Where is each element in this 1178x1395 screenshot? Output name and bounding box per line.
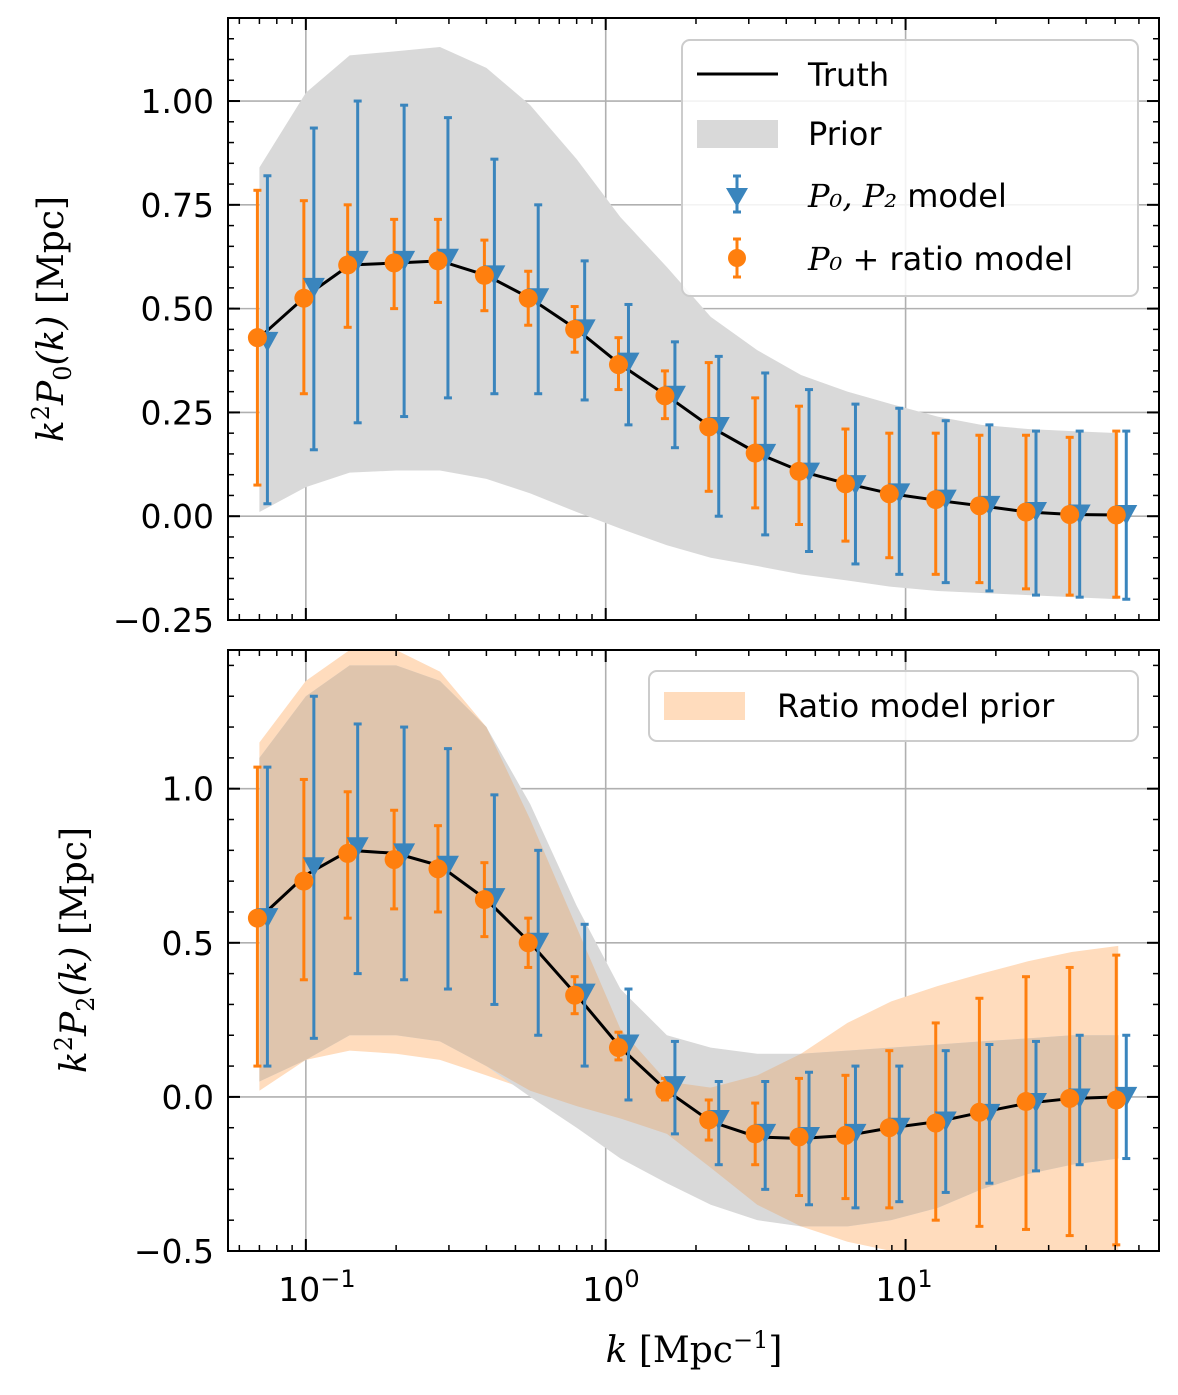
bottom-ratio-point (474, 890, 494, 910)
legend-truth-label: Truth (807, 56, 889, 94)
bottom-overlap-band (259, 665, 1119, 1227)
bottom-ytick-label: −0.5 (134, 1232, 214, 1271)
top-ytick-label: −0.25 (113, 601, 214, 640)
top-legend: Truth Prior P₀, P₂ model P₀ + ratio mode… (681, 39, 1139, 297)
legend-ratio-prior-label: Ratio model prior (777, 687, 1055, 725)
top-markers (247, 248, 1138, 525)
legend-prior-label: Prior (808, 115, 882, 153)
top-ytick-label: 1.00 (141, 82, 214, 121)
top-ratio-point (294, 288, 314, 308)
top-ratio-point (879, 484, 899, 504)
legend-ratio-label: P₀ + ratio model (807, 240, 1073, 278)
bottom-ratio-point (1016, 1092, 1036, 1112)
bottom-ratio-point (926, 1113, 946, 1133)
top-ratio-point (608, 355, 628, 375)
bottom-ratio-point (608, 1038, 628, 1058)
bottom-ratio-point (1060, 1088, 1080, 1108)
top-ratio-point (428, 251, 448, 271)
bottom-ratio-point (338, 843, 358, 863)
bottom-ratio-point (745, 1124, 765, 1144)
bottom-ytick-label: 1.0 (162, 770, 214, 809)
bottom-ticks (228, 650, 1160, 1252)
bottom-p0p2-point (663, 1076, 686, 1097)
top-ytick-label: 0.75 (141, 186, 214, 225)
bottom-ratio-point (294, 871, 314, 891)
top-ytick-label: 0.25 (141, 393, 214, 432)
bottom-markers (247, 837, 1138, 1147)
bottom-bands (259, 650, 1119, 1251)
legend-ratio-swatch (728, 237, 746, 279)
bottom-ratio-point (518, 933, 538, 953)
top-ratio-point (474, 265, 494, 285)
bottom-ratio-point (565, 985, 585, 1005)
xlabel: k [Mpc−1] (606, 1326, 783, 1371)
top-ratio-point (969, 496, 989, 516)
top-ratio-point (835, 474, 855, 494)
top-ratio-point (565, 319, 585, 339)
bottom-ratio-point (1106, 1090, 1126, 1110)
top-ratio-point (789, 461, 809, 481)
top-ratio-point (699, 417, 719, 437)
top-ratio-point (1016, 502, 1036, 522)
bottom-ytick-label: 0.5 (162, 924, 214, 963)
bottom-legend-box (648, 670, 1139, 742)
bottom-ratio-point (384, 850, 404, 870)
top-ratio-point (655, 386, 675, 406)
bottom-ratio-point (428, 859, 448, 879)
top-legend-box (681, 39, 1139, 297)
panel-top: −0.250.000.250.500.751.00 k2P0(k) [Mpc] … (27, 17, 1160, 640)
legend-p0p2-label: P₀, P₂ model (807, 177, 1007, 215)
top-ticks (228, 17, 1160, 621)
bottom-ratio-point (835, 1125, 855, 1145)
bottom-ratio-point (879, 1118, 899, 1138)
legend-prior-swatch (697, 120, 778, 148)
top-ratio-point (518, 288, 538, 308)
top-ratio-point (926, 490, 946, 510)
top-p0p2-point (346, 250, 369, 271)
legend-ratio-prior-swatch (664, 692, 745, 720)
bottom-p0p2-point (393, 843, 416, 864)
top-ratio-point (338, 255, 358, 275)
bottom-ratio-point (699, 1110, 719, 1130)
bottom-ratio-point (789, 1127, 809, 1147)
bottom-p0p2-point (346, 837, 369, 858)
bottom-ylabel: k2P2(k) [Mpc] (50, 827, 100, 1073)
top-ytick-label: 0.00 (141, 497, 214, 536)
bottom-ratio-point (969, 1102, 989, 1122)
bottom-ratio-point (247, 908, 267, 928)
bottom-ytick-labels: −0.5 0.0 0.5 1.0 (134, 770, 214, 1271)
xtick-label-10: 101 (875, 1265, 932, 1309)
bottom-ytick-label: 0.0 (162, 1078, 214, 1117)
top-ylabel: k2P0(k) [Mpc] (27, 196, 77, 442)
top-ratio-point (384, 253, 404, 273)
top-ratio-point (1060, 505, 1080, 525)
bottom-ratio-point (655, 1081, 675, 1101)
top-ratio-point (247, 328, 267, 348)
top-ytick-labels: −0.25 0.00 0.25 0.50 0.75 1.00 (113, 82, 214, 640)
top-ratio-point (745, 443, 765, 463)
panel-bottom: −0.5 0.0 0.5 1.0 10−1 100 101 k [Mpc−1] k2P… (50, 649, 1160, 1371)
top-ytick-label: 0.50 (141, 290, 214, 329)
legend-p0p2-swatch (726, 174, 748, 214)
xtick-label-0.1: 10−1 (278, 1265, 355, 1309)
bottom-axes-frame (227, 649, 1160, 1252)
top-bands (259, 47, 1119, 600)
bottom-p0p2-point (302, 857, 325, 878)
top-p0p2-point (302, 277, 325, 298)
bottom-legend: Ratio model prior (648, 670, 1139, 742)
top-axes-frame (227, 17, 1160, 621)
xtick-label-1: 100 (582, 1265, 639, 1309)
top-prior-band (259, 47, 1119, 600)
top-ratio-point (1106, 505, 1126, 525)
